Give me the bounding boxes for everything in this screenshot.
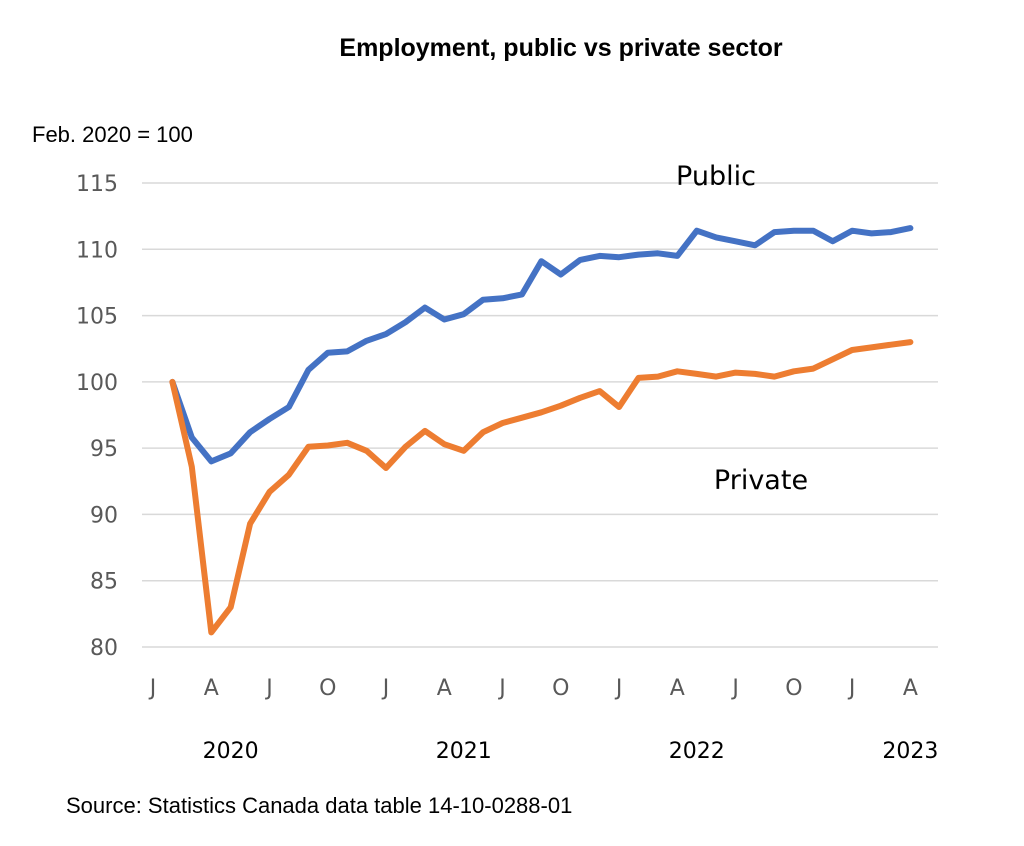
- x-tick-label: A: [437, 676, 452, 701]
- gridlines: [142, 182, 938, 648]
- y-axis-unit-label: Feb. 2020 = 100: [32, 122, 193, 147]
- series-label-private: Private: [714, 465, 808, 496]
- x-tick-label: O: [552, 676, 569, 701]
- year-label: 2022: [669, 739, 725, 764]
- year-labels: 2020 2021 2022 2023: [203, 739, 939, 764]
- y-tick-label: 90: [90, 503, 118, 528]
- y-tick-label: 85: [90, 570, 118, 595]
- series-lines: [169, 225, 914, 636]
- series-line-private: [169, 339, 914, 636]
- year-label: 2023: [882, 739, 938, 764]
- y-tick-label: 115: [76, 172, 118, 197]
- x-tick-label: J: [730, 676, 739, 701]
- x-tick-label: O: [785, 676, 802, 701]
- x-tick-label: J: [148, 676, 157, 701]
- x-tick-label: J: [381, 676, 390, 701]
- source-note: Source: Statistics Canada data table 14-…: [66, 793, 572, 818]
- year-label: 2020: [203, 739, 259, 764]
- x-tick-label: A: [670, 676, 685, 701]
- y-tick-label: 95: [90, 437, 118, 462]
- x-tick-label: J: [847, 676, 856, 701]
- x-tick-label: O: [319, 676, 336, 701]
- series-label-public: Public: [676, 161, 756, 192]
- x-tick-label: J: [264, 676, 273, 701]
- x-tick-label: J: [497, 676, 506, 701]
- chart-title: Employment, public vs private sector: [339, 34, 782, 62]
- x-tick-label: J: [614, 676, 623, 701]
- y-tick-labels: 80 85 90 95 100 105 110 115: [76, 172, 118, 661]
- y-tick-label: 110: [76, 238, 118, 263]
- y-tick-label: 80: [90, 636, 118, 661]
- series-labels: Public Private: [676, 161, 808, 496]
- x-tick-label: A: [903, 676, 918, 701]
- y-tick-label: 105: [76, 305, 118, 330]
- y-tick-label: 100: [76, 371, 118, 396]
- x-tick-label: A: [204, 676, 219, 701]
- series-line-public: [169, 225, 914, 465]
- year-label: 2021: [436, 739, 492, 764]
